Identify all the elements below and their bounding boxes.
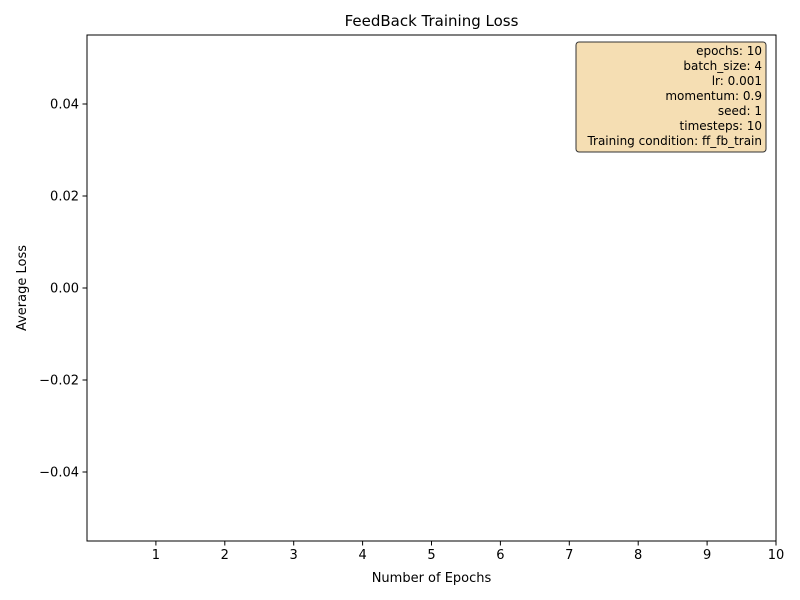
y-axis-label: Average Loss — [15, 245, 30, 331]
y-tick-label: 0.00 — [50, 282, 79, 297]
chart-title: FeedBack Training Loss — [345, 12, 519, 30]
info-line: batch_size: 4 — [683, 59, 762, 73]
y-tick-label: −0.04 — [39, 466, 79, 481]
x-tick-label: 4 — [358, 548, 366, 563]
x-axis: 1 2 3 4 5 6 7 8 9 10 — [152, 541, 785, 563]
y-axis: −0.04 −0.02 0.00 0.02 0.04 — [39, 98, 87, 481]
y-tick-label: 0.02 — [50, 190, 79, 205]
info-box-background — [575, 41, 767, 153]
info-line: timesteps: 10 — [680, 119, 762, 133]
x-tick-label: 10 — [768, 548, 785, 563]
x-tick-label: 6 — [496, 548, 504, 563]
info-line: Training condition: ff_fb_train — [586, 134, 762, 148]
info-line: momentum: 0.9 — [665, 89, 762, 103]
x-tick-label: 7 — [565, 548, 573, 563]
x-tick-label: 5 — [427, 548, 435, 563]
x-tick-label: 1 — [152, 548, 160, 563]
info-line: seed: 1 — [718, 104, 762, 118]
x-tick-label: 2 — [221, 548, 229, 563]
x-tick-label: 9 — [703, 548, 711, 563]
x-axis-label: Number of Epochs — [372, 571, 492, 586]
info-line: epochs: 10 — [696, 44, 762, 58]
y-tick-label: −0.02 — [39, 374, 79, 389]
x-tick-label: 8 — [634, 548, 642, 563]
y-tick-label: 0.04 — [50, 98, 79, 113]
info-line: lr: 0.001 — [712, 74, 762, 88]
x-tick-label: 3 — [290, 548, 298, 563]
